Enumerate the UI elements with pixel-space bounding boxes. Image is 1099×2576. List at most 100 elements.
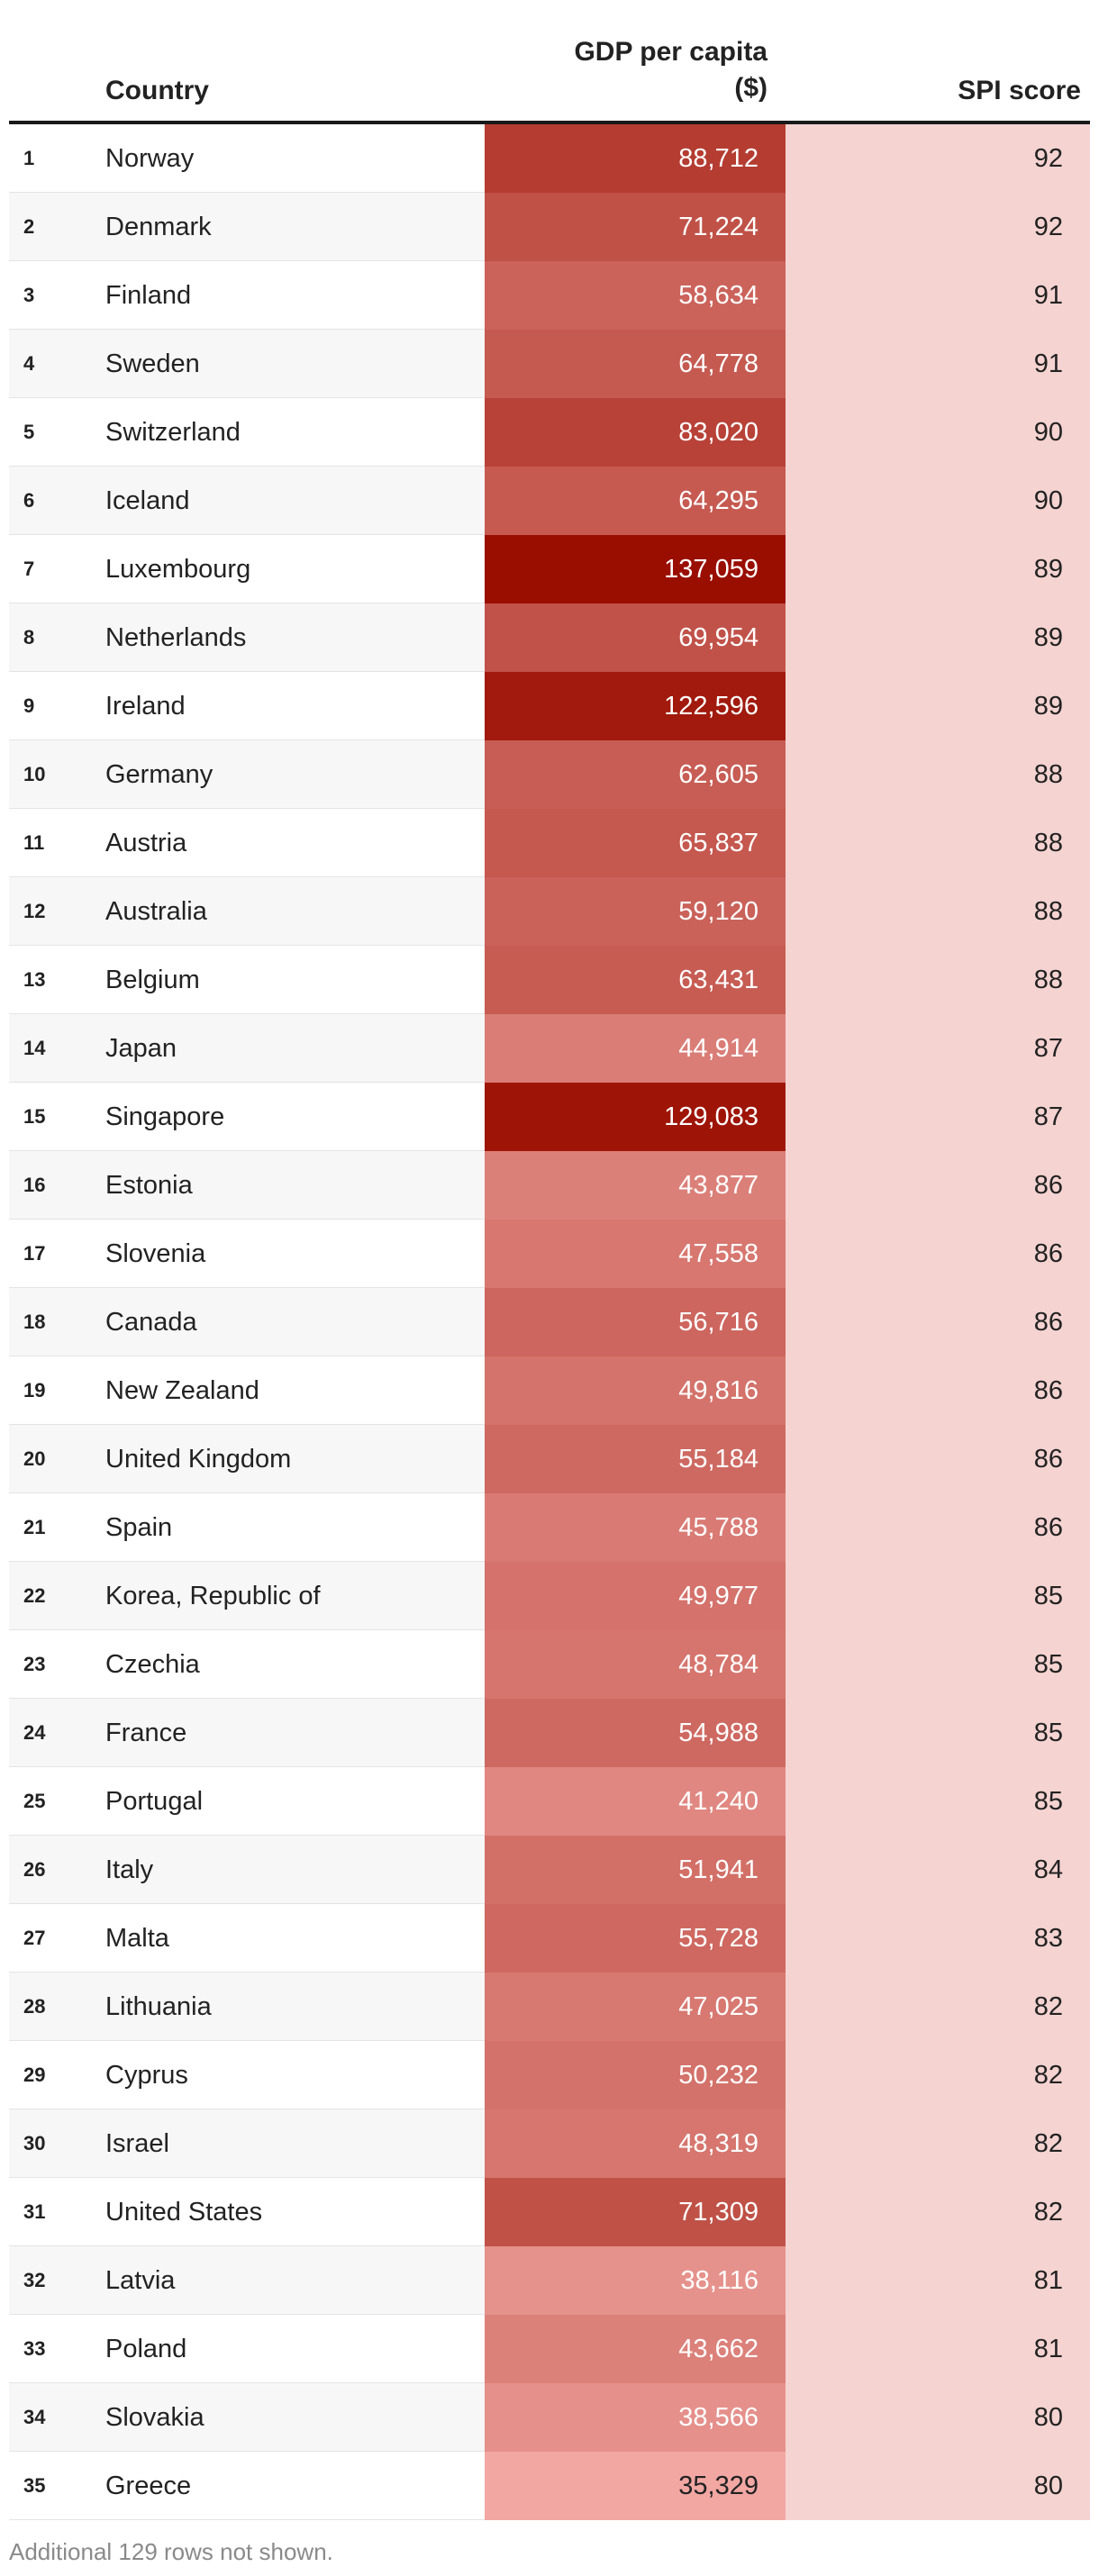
spi-cell: 82	[786, 2041, 1090, 2109]
table-row: 24 France 54,988 85	[9, 1699, 1090, 1767]
gdp-cell: 54,988	[485, 1699, 786, 1767]
rank-cell: 8	[23, 626, 35, 649]
column-header-country[interactable]: Country	[105, 76, 209, 105]
spi-cell: 83	[786, 1904, 1090, 1973]
country-cell: Germany	[105, 760, 213, 789]
table-row: 31 United States 71,309 82	[9, 2178, 1090, 2246]
gdp-cell: 59,120	[485, 877, 786, 946]
rank-cell: 4	[23, 352, 35, 375]
country-cell: Australia	[105, 897, 207, 926]
rank-cell: 31	[23, 2200, 46, 2223]
spi-cell: 86	[786, 1220, 1090, 1288]
table-row: 7 Luxembourg 137,059 89	[9, 535, 1090, 603]
spi-cell: 87	[786, 1014, 1090, 1083]
gdp-cell: 44,914	[485, 1014, 786, 1083]
country-cell: United States	[105, 2198, 263, 2227]
gdp-cell: 50,232	[485, 2041, 786, 2109]
country-cell: Lithuania	[105, 1992, 212, 2021]
spi-cell: 91	[786, 261, 1090, 330]
gdp-cell: 55,728	[485, 1904, 786, 1973]
table-row: 34 Slovakia 38,566 80	[9, 2383, 1090, 2452]
rank-cell: 1	[23, 147, 35, 169]
gdp-cell: 88,712	[485, 124, 786, 193]
country-cell: Korea, Republic of	[105, 1582, 321, 1610]
gdp-cell: 56,716	[485, 1288, 786, 1356]
spi-cell: 85	[786, 1767, 1090, 1836]
table-row: 35 Greece 35,329 80	[9, 2452, 1090, 2520]
rank-cell: 33	[23, 2337, 46, 2360]
spi-cell: 89	[786, 603, 1090, 672]
spi-cell: 88	[786, 877, 1090, 946]
table-row: 26 Italy 51,941 84	[9, 1836, 1090, 1904]
gdp-cell: 45,788	[485, 1493, 786, 1562]
gdp-cell: 48,784	[485, 1630, 786, 1699]
table-row: 20 United Kingdom 55,184 86	[9, 1425, 1090, 1493]
gdp-cell: 47,558	[485, 1220, 786, 1288]
gdp-cell: 38,566	[485, 2383, 786, 2452]
gdp-cell: 64,295	[485, 467, 786, 535]
gdp-cell: 65,837	[485, 809, 786, 877]
gdp-cell: 48,319	[485, 2109, 786, 2178]
spi-cell: 82	[786, 2109, 1090, 2178]
rank-cell: 16	[23, 1174, 46, 1196]
spi-cell: 80	[786, 2383, 1090, 2452]
table-row: 14 Japan 44,914 87	[9, 1014, 1090, 1083]
table-row: 33 Poland 43,662 81	[9, 2315, 1090, 2383]
rank-cell: 13	[23, 968, 46, 991]
gdp-cell: 137,059	[485, 535, 786, 603]
rank-cell: 17	[23, 1242, 46, 1265]
spi-cell: 86	[786, 1288, 1090, 1356]
table-row: 30 Israel 48,319 82	[9, 2109, 1090, 2178]
spi-cell: 85	[786, 1630, 1090, 1699]
column-header-gdp[interactable]: GDP per capita ($)	[486, 34, 767, 106]
country-cell: Canada	[105, 1308, 197, 1337]
rank-cell: 3	[23, 284, 35, 306]
gdp-cell: 64,778	[485, 330, 786, 398]
rank-cell: 18	[23, 1311, 46, 1333]
rank-cell: 27	[23, 1927, 46, 1949]
rank-cell: 9	[23, 694, 35, 717]
gdp-cell: 122,596	[485, 672, 786, 740]
spi-cell: 82	[786, 1973, 1090, 2041]
table-row: 6 Iceland 64,295 90	[9, 467, 1090, 535]
gdp-cell: 71,309	[485, 2178, 786, 2246]
table-row: 8 Netherlands 69,954 89	[9, 603, 1090, 672]
rank-cell: 20	[23, 1447, 46, 1470]
table-body: 1 Norway 88,712 92 2 Denmark 71,224 92 3 Finland 5…	[9, 124, 1090, 2520]
table-row: 22 Korea, Republic of 49,977 85	[9, 1562, 1090, 1630]
table-row: 17 Slovenia 47,558 86	[9, 1220, 1090, 1288]
country-cell: New Zealand	[105, 1376, 259, 1405]
spi-cell: 86	[786, 1151, 1090, 1220]
spi-cell: 88	[786, 946, 1090, 1014]
rank-cell: 32	[23, 2269, 46, 2291]
rank-cell: 23	[23, 1653, 46, 1675]
spi-cell: 85	[786, 1699, 1090, 1767]
data-table: Country GDP per capita ($) SPI score 1 No…	[9, 0, 1090, 2520]
country-cell: Spain	[105, 1513, 173, 1542]
country-cell: Malta	[105, 1924, 169, 1953]
table-row: 32 Latvia 38,116 81	[9, 2246, 1090, 2315]
country-cell: Slovenia	[105, 1239, 206, 1268]
gdp-cell: 43,877	[485, 1151, 786, 1220]
table-row: 19 New Zealand 49,816 86	[9, 1356, 1090, 1425]
country-cell: France	[105, 1719, 187, 1747]
table-row: 27 Malta 55,728 83	[9, 1904, 1090, 1973]
rank-cell: 10	[23, 763, 46, 785]
gdp-cell: 63,431	[485, 946, 786, 1014]
country-cell: Latvia	[105, 2266, 176, 2295]
gdp-cell: 49,977	[485, 1562, 786, 1630]
country-cell: Netherlands	[105, 623, 247, 652]
rank-cell: 12	[23, 900, 46, 922]
country-cell: United Kingdom	[105, 1445, 292, 1474]
country-cell: Poland	[105, 2335, 187, 2363]
country-cell: Italy	[105, 1855, 154, 1884]
table-row: 23 Czechia 48,784 85	[9, 1630, 1090, 1699]
country-cell: Japan	[105, 1034, 177, 1063]
column-header-spi[interactable]: SPI score	[958, 76, 1081, 105]
country-cell: Luxembourg	[105, 555, 251, 584]
spi-cell: 89	[786, 535, 1090, 603]
spi-cell: 81	[786, 2246, 1090, 2315]
country-cell: Greece	[105, 2472, 192, 2500]
table-row: 9 Ireland 122,596 89	[9, 672, 1090, 740]
table-row: 12 Australia 59,120 88	[9, 877, 1090, 946]
